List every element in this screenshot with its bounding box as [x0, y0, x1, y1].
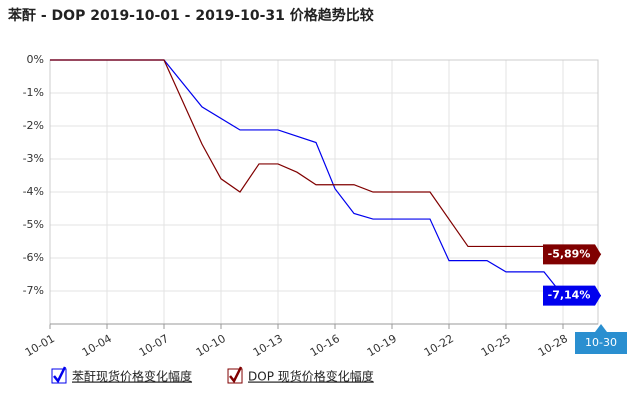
end-label-text: -5,89%: [548, 247, 591, 260]
legend-label: 苯酐现货价格变化幅度: [72, 369, 192, 384]
x-tick-label: 10-01: [23, 332, 57, 359]
y-tick-label: -1%: [23, 86, 44, 99]
y-tick-label: -2%: [23, 119, 44, 132]
end-label-box: [543, 244, 601, 265]
x-tick-label: 10-16: [308, 332, 342, 359]
y-tick-label: -3%: [23, 152, 44, 165]
series-line: [50, 59, 602, 255]
legend-check: [53, 366, 67, 384]
end-label: -7,14%: [543, 285, 601, 306]
x-tick-label: 10-13: [251, 332, 285, 359]
x-tick-label: 10-10: [194, 332, 228, 359]
x-tick-label: 10-07: [137, 332, 171, 359]
y-tick-label: -5%: [23, 218, 44, 231]
x-tick-label: 10-19: [365, 332, 399, 359]
end-label: -5,89%: [543, 244, 601, 265]
legend-check: [229, 366, 243, 384]
cursor-pointer: [595, 324, 607, 332]
end-label-text: -7,14%: [548, 289, 591, 302]
y-tick-label: -4%: [23, 185, 44, 198]
legend-label: DOP 现货价格变化幅度: [248, 369, 374, 384]
y-tick-label: 0%: [27, 53, 44, 66]
end-label-box: [543, 285, 601, 306]
cursor-label: 10-30: [585, 336, 617, 349]
x-tick-label: 10-04: [80, 332, 114, 359]
y-tick-label: -7%: [23, 284, 44, 297]
chart-title: 苯酐 - DOP 2019-10-01 - 2019-10-31 价格趋势比较: [7, 7, 374, 24]
x-tick-label: 10-28: [536, 332, 570, 359]
x-tick-label: 10-25: [479, 332, 513, 359]
series-line: [50, 59, 601, 297]
cursor-box: [575, 332, 627, 354]
y-tick-label: -6%: [23, 251, 44, 264]
x-tick-label: 10-22: [422, 332, 456, 359]
